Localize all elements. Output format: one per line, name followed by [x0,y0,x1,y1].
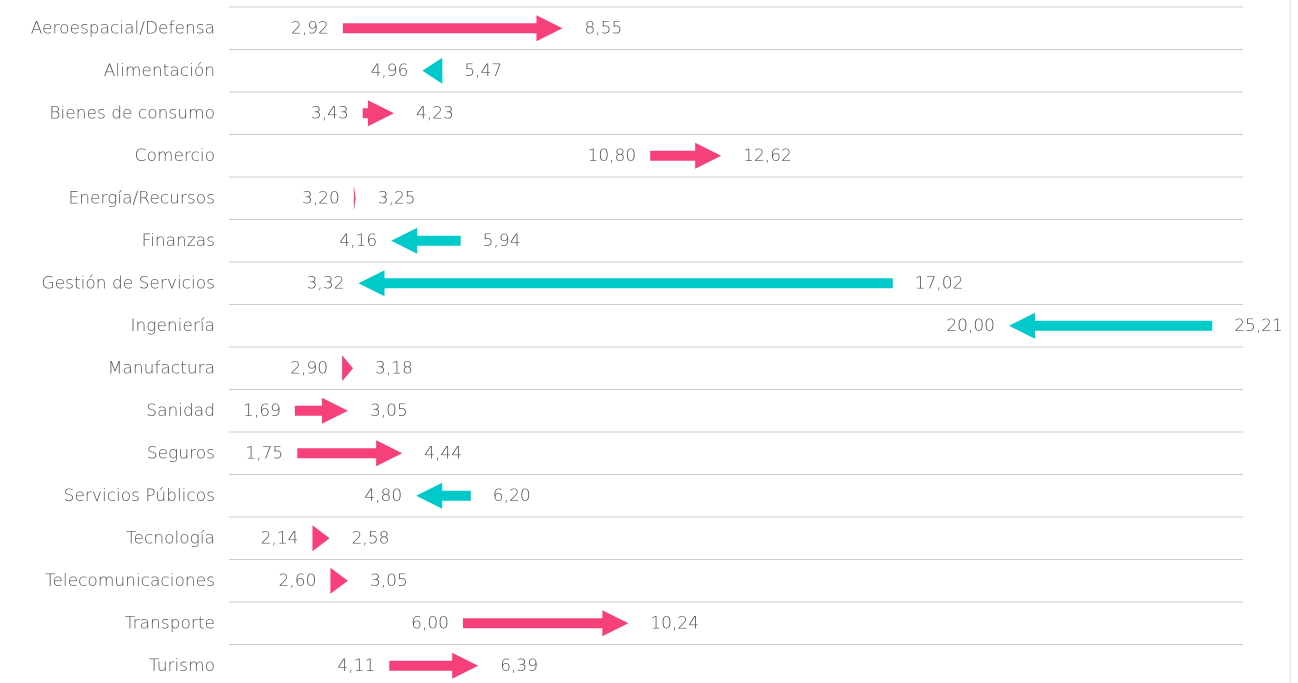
arrow [416,482,471,509]
arrow [358,270,893,297]
category-label: Sanidad [146,401,215,421]
value-label: 4,80 [364,486,402,506]
arrow [422,57,443,84]
category-label: Finanzas [142,231,215,251]
value-label: 1,75 [245,443,283,463]
value-label: 2,14 [261,528,299,548]
value-label: 3,05 [370,571,408,591]
value-label: 5,94 [483,231,521,251]
value-label: 6,00 [411,613,449,633]
arrow [297,440,403,467]
category-label: Ingeniería [130,316,215,336]
category-label: Aeroespacial/Defensa [31,18,215,38]
category-label: Alimentación [104,61,215,81]
value-label: 3,05 [370,401,408,421]
value-label: 3,25 [378,188,416,208]
value-label: 4,44 [424,443,462,463]
arrow [342,15,563,42]
arrow [294,397,348,424]
value-label: 17,02 [915,273,964,293]
value-label: 2,58 [352,528,390,548]
category-label: Turismo [149,656,215,676]
value-label: 3,43 [311,103,349,123]
value-label: 3,20 [302,188,340,208]
arrow [463,610,629,637]
value-label: 10,80 [588,146,637,166]
arrow [312,525,330,552]
arrow [1009,312,1213,339]
value-label: 4,16 [339,231,377,251]
arrow [330,567,348,594]
category-label: Seguros [147,443,215,463]
value-label: 2,92 [291,18,329,38]
arrow [650,142,722,169]
category-label: Comercio [135,146,215,166]
value-label: 2,90 [290,358,328,378]
category-label: Energía/Recursos [69,188,215,208]
category-label: Gestión de Servicios [42,273,215,293]
value-label: 6,20 [493,486,531,506]
arrow [342,355,354,382]
value-label: 10,24 [650,613,699,633]
arrow [389,652,479,679]
category-label: Bienes de consumo [49,103,215,123]
value-label: 2,60 [279,571,317,591]
value-label: 4,23 [416,103,454,123]
arrow [391,227,461,254]
category-label: Manufactura [108,358,215,378]
category-label: Telecomunicaciones [45,571,215,591]
value-label: 3,32 [307,273,345,293]
value-label: 5,47 [464,61,502,81]
category-label: Servicios Públicos [64,486,215,506]
value-label: 25,21 [1234,316,1283,336]
category-label: Transporte [125,613,215,633]
value-label: 3,18 [375,358,413,378]
value-label: 4,11 [337,656,375,676]
category-label: Tecnología [126,528,215,548]
arrow [353,185,356,212]
value-label: 6,39 [500,656,538,676]
value-label: 1,69 [243,401,281,421]
value-label: 8,55 [584,18,622,38]
value-label: 20,00 [946,316,995,336]
arrow [362,100,394,127]
value-label: 12,62 [743,146,792,166]
value-label: 4,96 [371,61,409,81]
